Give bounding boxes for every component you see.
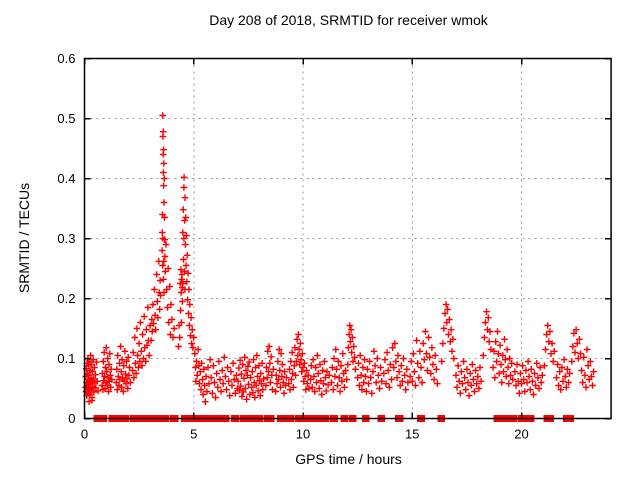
y-tick-label: 0.3 <box>57 231 75 246</box>
y-tick-label: 0.2 <box>57 291 75 306</box>
x-tick-label: 15 <box>405 427 419 442</box>
y-tick-label: 0 <box>68 411 75 426</box>
y-tick-label: 0.5 <box>57 111 75 126</box>
x-axis-label: GPS time / hours <box>295 451 402 467</box>
y-tick-label: 0.4 <box>57 171 75 186</box>
y-tick-label: 0.1 <box>57 351 75 366</box>
x-tick-label: 0 <box>81 427 88 442</box>
scatter-points <box>82 112 597 405</box>
chart-title: Day 208 of 2018, SRMTID for receiver wmo… <box>209 12 488 28</box>
x-tick-label: 5 <box>190 427 197 442</box>
x-tick-label: 10 <box>296 427 310 442</box>
y-tick-label: 0.6 <box>57 51 75 66</box>
x-tick-label: 20 <box>514 427 528 442</box>
y-axis-label: SRMTID / TECUs <box>16 182 32 294</box>
